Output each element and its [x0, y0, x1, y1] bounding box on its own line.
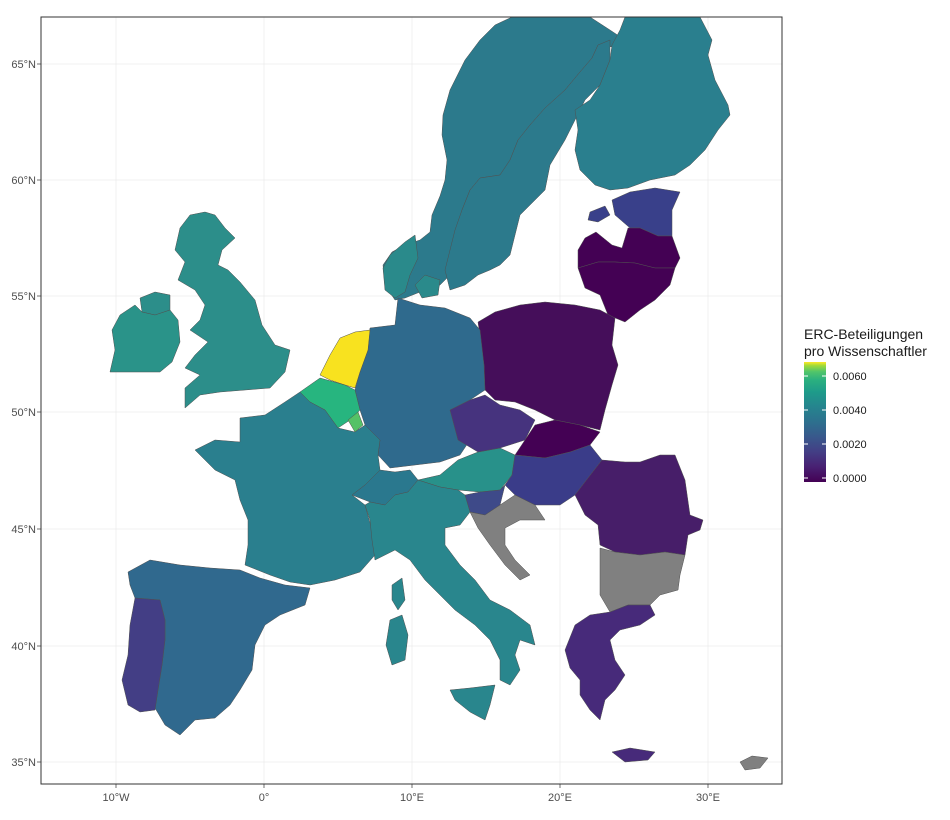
- x-tick-label: 30°E: [696, 792, 720, 804]
- legend-title-line1: ERC-Beteiligungen: [804, 326, 923, 342]
- map-panel-border: [40, 16, 783, 785]
- y-tick-label: 40°N: [11, 641, 36, 653]
- x-tick-label: 10°W: [102, 792, 130, 804]
- region-denmark: [382, 234, 419, 299]
- x-tick-labels: 10°W 0° 10°E 20°E 30°E: [102, 792, 720, 804]
- region-poland: [477, 301, 619, 431]
- region-corsica: [391, 577, 406, 611]
- region-denmark-islands: [414, 274, 441, 299]
- region-finland: [574, 16, 731, 191]
- region-ireland: [109, 304, 181, 373]
- region-netherlands: [319, 329, 371, 389]
- region-estonia-island: [587, 205, 611, 223]
- y-tick-label: 45°N: [11, 524, 36, 536]
- x-tick-label: 10°E: [400, 792, 424, 804]
- region-luxembourg: [347, 411, 364, 433]
- region-greece: [564, 604, 656, 721]
- region-romania: [574, 454, 704, 556]
- x-tick-label: 20°E: [548, 792, 572, 804]
- y-tick-label: 60°N: [11, 175, 36, 187]
- y-tick-label: 50°N: [11, 407, 36, 419]
- region-sweden: [444, 39, 611, 291]
- axis-ticks: [37, 63, 709, 788]
- y-tick-label: 35°N: [11, 757, 36, 769]
- legend-tick-label: 0.0000: [833, 473, 867, 485]
- y-tick-label: 65°N: [11, 59, 36, 71]
- region-crete: [611, 747, 656, 763]
- region-bulgaria: [599, 547, 686, 613]
- region-sicily: [449, 684, 496, 721]
- legend-tick-label: 0.0060: [833, 371, 867, 383]
- region-united-kingdom: [174, 211, 291, 409]
- region-czechia: [449, 394, 536, 453]
- region-lithuania: [577, 261, 676, 323]
- country-shapes: [109, 16, 769, 771]
- region-croatia: [469, 494, 546, 581]
- y-tick-labels: 65°N 60°N 55°N 50°N 45°N 40°N 35°N: [11, 59, 36, 769]
- legend-ticks: 0.0060 0.0040 0.0020 0.0000: [804, 371, 867, 485]
- legend-colorbar: [804, 362, 826, 482]
- region-cyprus: [739, 755, 769, 771]
- y-tick-label: 55°N: [11, 291, 36, 303]
- legend-tick-label: 0.0020: [833, 439, 867, 451]
- legend: ERC-Beteiligungen pro Wissenschaftler 0.…: [804, 326, 927, 485]
- region-sardinia: [385, 614, 409, 666]
- legend-tick-label: 0.0040: [833, 405, 867, 417]
- legend-title-line2: pro Wissenschaftler: [804, 343, 927, 359]
- x-tick-label: 0°: [259, 792, 270, 804]
- region-italy: [364, 479, 536, 686]
- region-portugal: [121, 597, 166, 713]
